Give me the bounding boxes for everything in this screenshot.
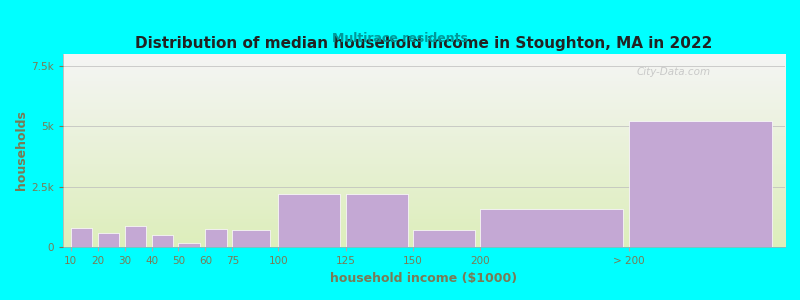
Y-axis label: households: households <box>15 110 28 190</box>
Text: Multirace residents: Multirace residents <box>332 32 468 44</box>
Text: City-Data.com: City-Data.com <box>637 67 711 77</box>
Bar <box>206 229 227 248</box>
Bar <box>98 233 119 248</box>
Bar <box>232 230 270 248</box>
Bar <box>125 226 146 247</box>
Bar <box>346 194 408 247</box>
Bar <box>151 235 173 248</box>
Bar <box>413 230 475 248</box>
X-axis label: household income ($1000): household income ($1000) <box>330 272 518 285</box>
Bar <box>178 243 200 248</box>
Bar <box>629 122 771 248</box>
Bar <box>278 194 340 247</box>
Bar <box>70 228 92 248</box>
Title: Distribution of median household income in Stoughton, MA in 2022: Distribution of median household income … <box>135 36 713 51</box>
Bar <box>480 208 623 247</box>
